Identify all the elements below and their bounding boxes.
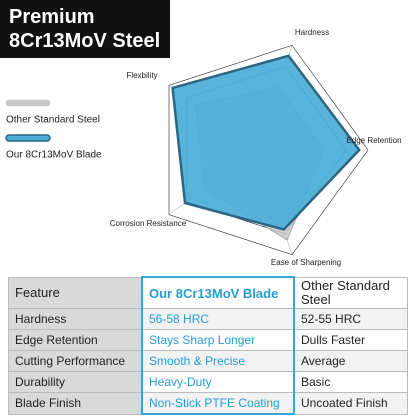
table-cell: Edge Retention [8, 329, 143, 351]
table-row: Feature Our 8Cr13MoV Blade Other Standard … [8, 276, 408, 309]
table-cell: 52-55 HRC [293, 308, 408, 330]
table-cell: Stays Sharp Longer [141, 329, 295, 351]
grid-ring [168, 45, 369, 255]
table-row: Hardness 56-58 HRC 52-55 HRC [8, 308, 408, 330]
table-cell: Basic [293, 371, 408, 393]
table-cell: Our 8Cr13MoV Blade [141, 276, 295, 309]
chart: Hardness Edge Retention Ease of Sharpening… [5, 28, 402, 267]
axis-label: Corrosion Resistance [110, 219, 187, 228]
title: Premium 8Cr13MoV Steel [0, 0, 170, 58]
table-row: Durability Heavy-Duty Basic [8, 371, 408, 393]
axis-label: Hardness [295, 28, 329, 37]
table-cell: Heavy-Duty [141, 371, 295, 393]
table-cell: Average [293, 350, 408, 372]
axis-label: Flexbility [126, 71, 157, 80]
table-cell: Dulls Faster [293, 329, 408, 351]
table-row: Blade Finish Non-Stick PTFE Coating Uncoat… [8, 392, 408, 415]
title-line: Premium [9, 6, 95, 28]
legend-label: Other Standard Steel [6, 115, 100, 126]
legend-swatch [5, 99, 51, 107]
table-row: Cutting Performance Smooth & Precise Avera… [8, 350, 408, 372]
title-line: 8Cr13MoV Steel [9, 30, 161, 52]
table-cell: 56-58 HRC [141, 308, 295, 330]
table-cell: Durability [8, 371, 143, 393]
table-row: Edge Retention Stays Sharp Longer Dulls Fa… [8, 329, 408, 351]
legend-label: Our 8Cr13MoV Blade [6, 150, 102, 161]
legend-swatch [5, 134, 51, 142]
series-area [171, 54, 361, 231]
table-cell: Hardness [8, 308, 143, 330]
comparison-table: Feature Our 8Cr13MoV Blade Other Standard … [8, 276, 408, 415]
axis-label: Edge Retention [346, 136, 401, 145]
table-cell: Feature [8, 276, 143, 309]
table-cell: Uncoated Finish [293, 392, 408, 415]
axis-label: Ease of Sharpening [271, 258, 341, 267]
table-cell: Smooth & Precise [141, 350, 295, 372]
table-cell: Blade Finish [8, 392, 143, 415]
table-cell: Non-Stick PTFE Coating [141, 392, 295, 415]
table-cell: Cutting Performance [8, 350, 143, 372]
table-cell: Other Standard Steel [293, 276, 408, 309]
